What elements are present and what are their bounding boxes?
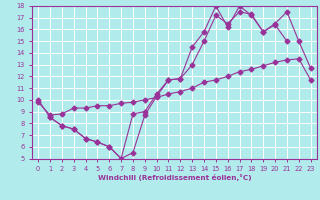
X-axis label: Windchill (Refroidissement éolien,°C): Windchill (Refroidissement éolien,°C) [98,174,251,181]
